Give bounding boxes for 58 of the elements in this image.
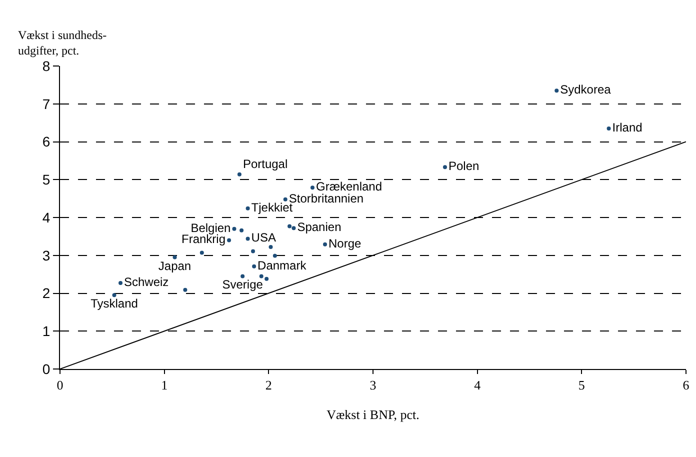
point (112, 293, 116, 298)
point (240, 228, 244, 232)
data-label: Norge (328, 236, 362, 250)
point (288, 224, 292, 228)
point (237, 172, 242, 176)
y-axis-title: Vækst i sundheds- udgifter, pct. (18, 28, 107, 58)
point (172, 255, 177, 260)
point (606, 126, 611, 130)
x-tick-label: 1 (161, 378, 168, 393)
point (292, 226, 296, 230)
data-label: Danmark (258, 258, 308, 272)
point (264, 276, 269, 281)
data-label: Belgien (190, 220, 231, 235)
point (252, 264, 256, 268)
point (554, 88, 559, 93)
data-label: Portugal (242, 156, 288, 171)
point (183, 288, 188, 292)
y-tick-label: 4 (42, 209, 50, 226)
point (232, 226, 236, 231)
x-tick-label: 5 (578, 378, 585, 393)
data-label: Grækenland (316, 180, 382, 194)
point (227, 238, 232, 242)
point (246, 206, 250, 210)
data-label: Japan (158, 258, 192, 273)
data-label: Sverige (222, 278, 264, 292)
y-tick-label: 3 (42, 247, 50, 264)
x-tick-label: 4 (474, 378, 482, 393)
x-tick-label: 3 (370, 378, 376, 393)
y-tick-label: 7 (42, 96, 50, 112)
data-label: Schweiz (124, 275, 169, 290)
y-tick-label: 6 (42, 134, 50, 150)
x-tick-label: 2 (265, 378, 272, 393)
point (259, 274, 264, 278)
point (118, 281, 123, 286)
point (268, 245, 273, 250)
x-tick-label: 0 (56, 378, 64, 393)
data-label: USA (251, 230, 276, 245)
point (272, 254, 277, 258)
point (246, 236, 250, 241)
point (251, 249, 256, 254)
x-tick-label: 6 (682, 378, 690, 393)
data-label: Tyskland (90, 296, 138, 311)
data-label: Irland (612, 120, 642, 134)
x-axis-title: Vækst i BNP, pct. (326, 407, 420, 422)
data-label: Spanien (297, 220, 342, 234)
point (283, 197, 288, 202)
data-label: Sydkorea (560, 82, 612, 97)
point (323, 242, 328, 246)
y-tick-label: 5 (42, 172, 50, 188)
data-label: Polen (448, 159, 480, 174)
point (442, 165, 447, 170)
y-tick-label: 0 (42, 360, 50, 377)
y-tick-label: 1 (42, 323, 50, 340)
point (240, 274, 245, 278)
point (310, 186, 314, 190)
point (200, 250, 204, 255)
y-tick-label: 8 (42, 58, 50, 74)
y-tick-label: 2 (42, 285, 50, 302)
